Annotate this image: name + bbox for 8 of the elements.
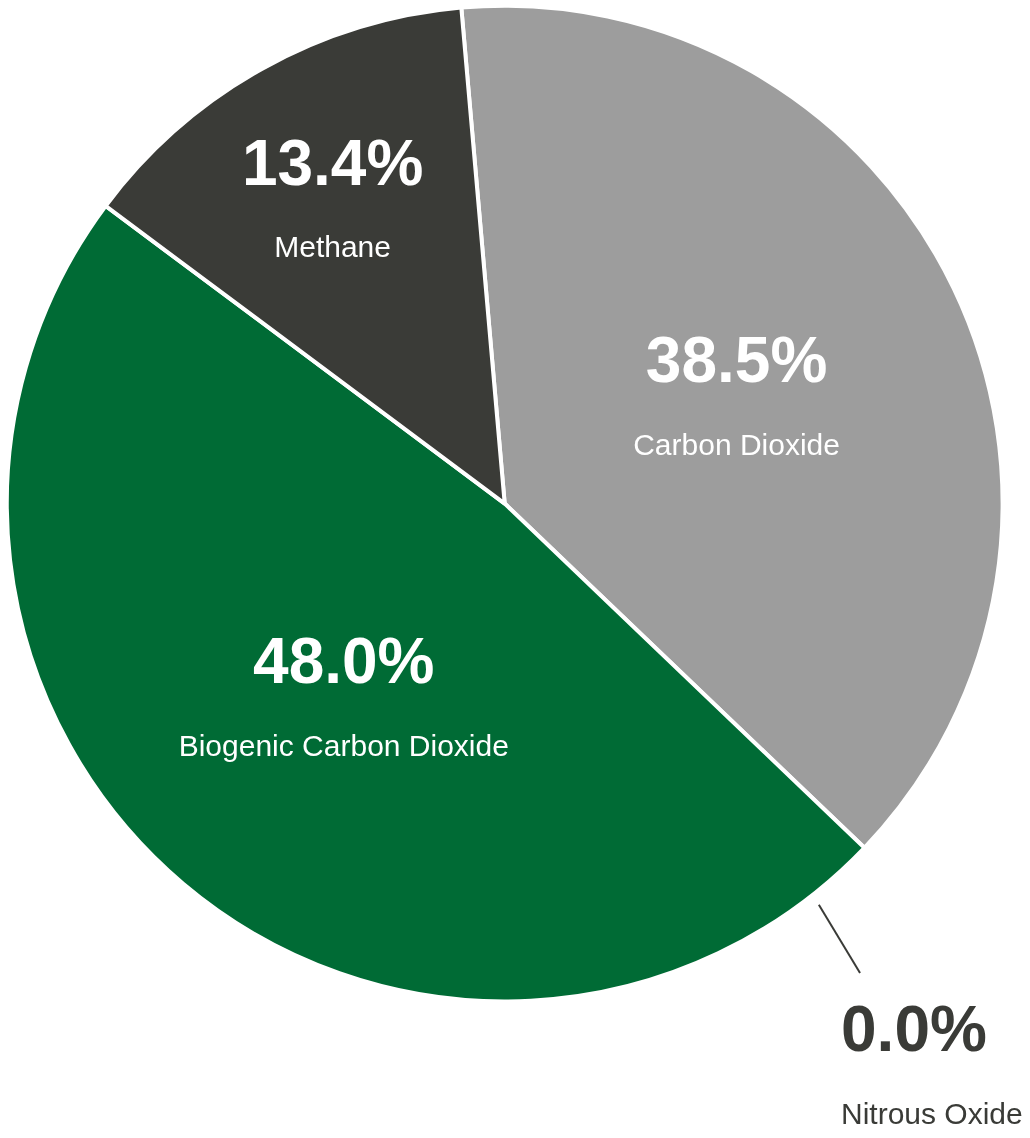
slice-label: Methane [274, 230, 391, 264]
data-label: 13.4% [241, 126, 424, 199]
slice-label: Biogenic Carbon Dioxide [178, 729, 509, 763]
slice-label: Carbon Dioxide [633, 427, 840, 461]
category-label: Nitrous Oxide [841, 1096, 1023, 1130]
data-label: 38.5% [645, 323, 828, 396]
data-label: 48.0% [253, 625, 435, 698]
text: 0.0% [841, 993, 987, 1065]
